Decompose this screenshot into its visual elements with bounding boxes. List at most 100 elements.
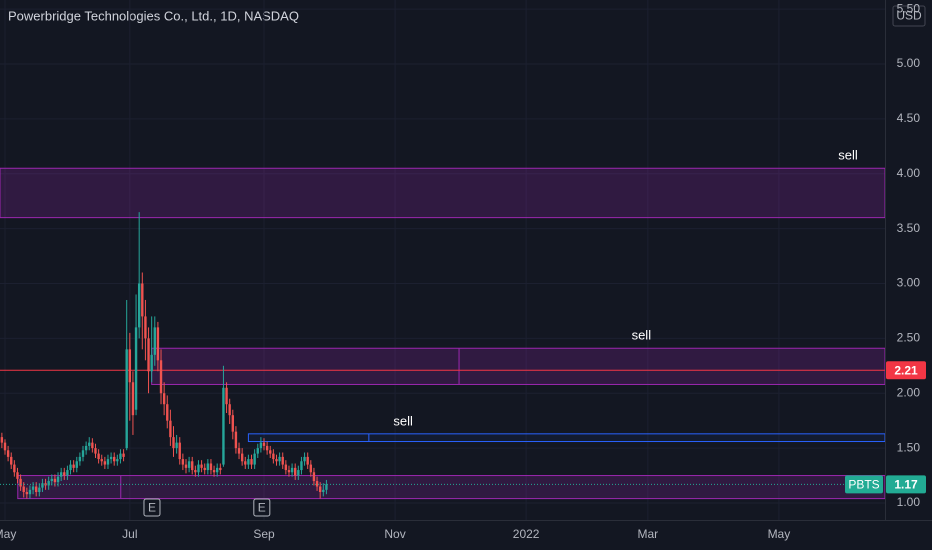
candle-body <box>234 431 238 449</box>
symbol-label: PBTS <box>848 478 879 492</box>
candle-body <box>131 382 135 416</box>
candle-body <box>325 484 328 490</box>
candle-body <box>41 483 44 488</box>
candle-body <box>162 393 166 405</box>
candle-body <box>113 456 116 462</box>
candle-body <box>209 463 213 471</box>
candle-body <box>284 464 288 471</box>
earnings-label[interactable]: E <box>258 501 266 515</box>
candle-body <box>312 472 316 482</box>
candle-body <box>200 464 203 468</box>
candle-body <box>187 461 191 468</box>
x-tick-label: Sep <box>253 527 275 541</box>
earnings-label[interactable]: E <box>148 501 156 515</box>
x-tick-label: May <box>768 527 791 541</box>
x-tick-label: May <box>0 527 16 541</box>
candle-body <box>153 327 156 355</box>
candle-body <box>169 420 172 438</box>
candle-body <box>137 283 141 328</box>
candle-body <box>315 481 319 487</box>
candle-body <box>10 456 13 465</box>
y-tick-label: 3.50 <box>897 221 921 235</box>
candle-body <box>275 459 278 462</box>
y-tick-label: 3.00 <box>897 276 921 290</box>
candle-body <box>166 404 169 421</box>
candle-body <box>100 459 103 462</box>
candle-body <box>306 456 309 465</box>
candle-body <box>247 459 250 465</box>
candle-body <box>144 316 147 339</box>
y-tick-label: 5.50 <box>897 1 921 15</box>
price-line-label: 2.21 <box>894 363 918 377</box>
candle-body <box>125 349 128 449</box>
candle-body <box>103 461 107 465</box>
candle-body <box>47 481 50 486</box>
candle-body <box>300 461 303 471</box>
candle-body <box>269 450 272 454</box>
zone-label: sell <box>838 148 858 163</box>
zone-label: sell <box>393 413 413 428</box>
currency-box[interactable] <box>892 5 926 27</box>
candle-body <box>38 487 41 493</box>
candle-body <box>294 467 297 476</box>
earnings-marker[interactable] <box>143 498 161 517</box>
candle-body <box>219 467 222 471</box>
candle-body <box>159 360 163 394</box>
candle-body <box>206 463 210 471</box>
candle-body <box>156 327 160 361</box>
candle-body <box>56 476 60 483</box>
candle-body <box>191 461 194 471</box>
candle-body <box>81 450 85 457</box>
candle-body <box>215 467 219 473</box>
candle-body <box>259 442 263 449</box>
y-tick-label: 1.50 <box>897 440 921 454</box>
last-price-tag <box>886 475 926 494</box>
candle-body <box>22 486 25 493</box>
candle-body <box>19 478 22 487</box>
candle-body <box>194 470 197 473</box>
y-tick-label: 4.50 <box>897 111 921 125</box>
candle-body <box>147 338 150 372</box>
candle-body <box>272 453 275 460</box>
candle-body <box>303 456 306 462</box>
candle-body <box>116 459 119 462</box>
candle-body <box>69 464 72 471</box>
candle-body <box>63 472 66 476</box>
x-tick-label: Nov <box>384 527 405 541</box>
candle-body <box>88 442 91 446</box>
candle-body <box>31 486 35 490</box>
candle-body <box>281 456 284 465</box>
chart-title: Powerbridge Technologies Co., Ltd., 1D, … <box>8 8 299 23</box>
currency[interactable]: USD <box>896 9 922 23</box>
candle-body <box>222 387 225 465</box>
candle-body <box>184 464 188 468</box>
candle-body <box>119 453 122 460</box>
candle-body <box>141 283 144 317</box>
x-tick-label: 2022 <box>513 527 540 541</box>
candle-body <box>78 456 82 462</box>
candle-body <box>240 453 244 462</box>
candle-body <box>262 442 266 446</box>
candle-body <box>253 453 256 465</box>
candle-body <box>97 453 100 460</box>
symbol-tag <box>845 475 883 494</box>
zone <box>0 167 886 219</box>
candle-body <box>75 461 78 468</box>
candle-body <box>34 486 38 493</box>
y-tick-label: 1.00 <box>897 495 921 509</box>
earnings-marker[interactable] <box>253 498 271 517</box>
last-price-label: 1.17 <box>894 478 918 492</box>
candle-body <box>66 470 69 476</box>
x-tick-label: Mar <box>637 527 658 541</box>
candle-body <box>212 470 216 473</box>
candle-body <box>178 442 181 460</box>
candle-body <box>244 461 247 465</box>
y-tick-label: 2.00 <box>897 385 921 399</box>
candle-body <box>150 354 153 372</box>
candle-body <box>287 470 291 473</box>
candle-body <box>172 437 175 449</box>
candle-body <box>203 467 206 471</box>
candle-body <box>290 467 294 473</box>
y-tick-label: 4.00 <box>897 166 921 180</box>
candle-body <box>309 464 313 473</box>
